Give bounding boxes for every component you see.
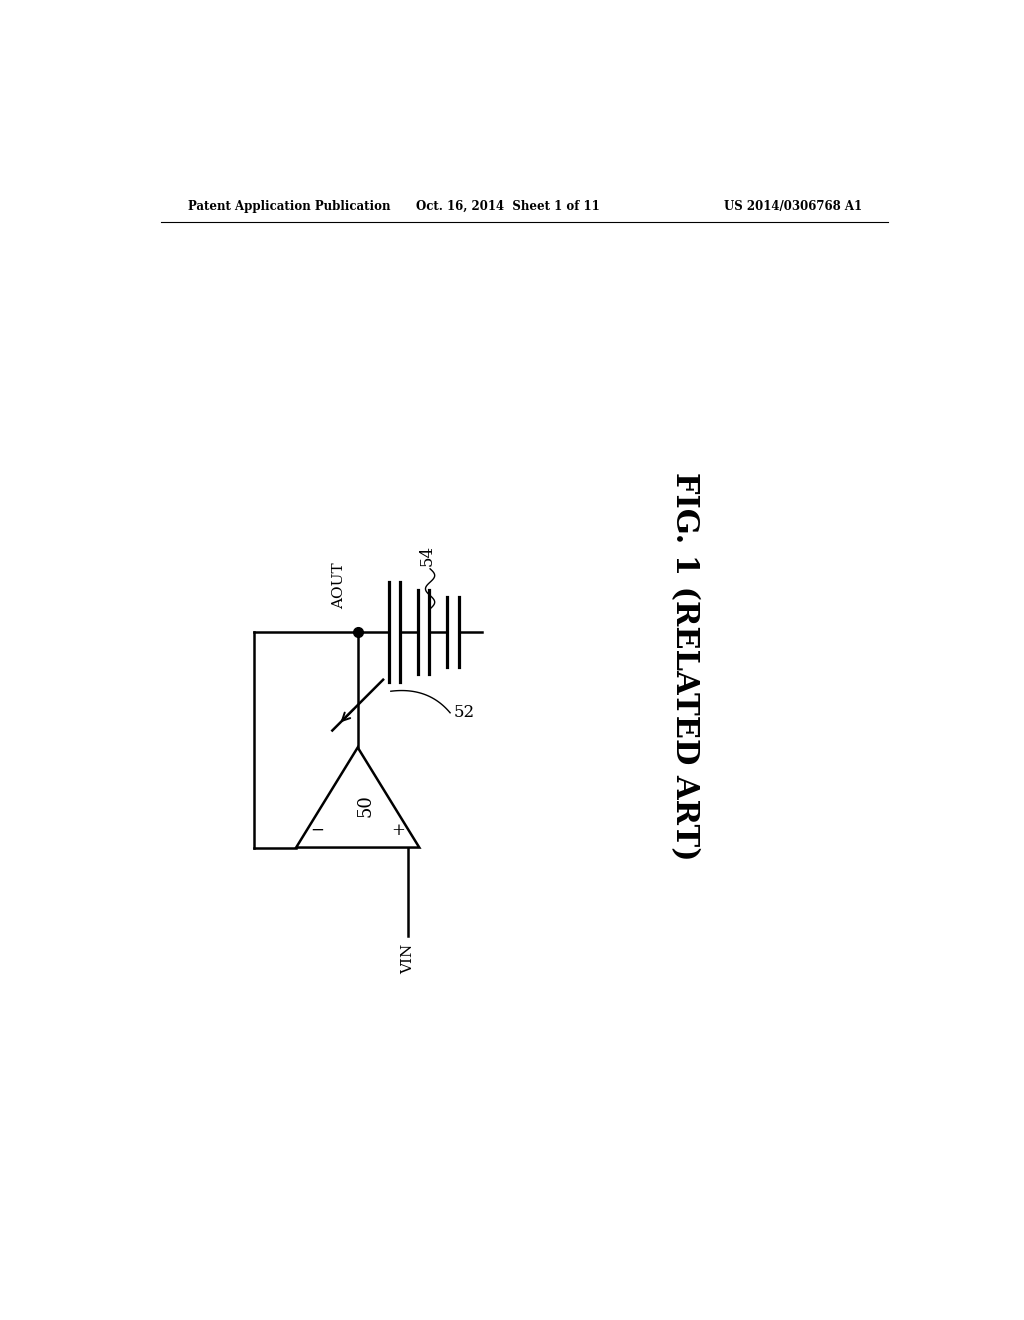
Text: −: − [310, 822, 325, 840]
Text: 50: 50 [356, 793, 375, 817]
Text: Patent Application Publication: Patent Application Publication [188, 199, 391, 213]
Text: FIG. 1 (RELATED ART): FIG. 1 (RELATED ART) [670, 473, 700, 861]
Text: 54: 54 [419, 544, 435, 565]
Text: VIN: VIN [400, 944, 415, 974]
Text: 52: 52 [454, 705, 475, 721]
Text: US 2014/0306768 A1: US 2014/0306768 A1 [724, 199, 862, 213]
Text: +: + [391, 822, 404, 840]
Text: AOUT: AOUT [332, 562, 346, 609]
Text: Oct. 16, 2014  Sheet 1 of 11: Oct. 16, 2014 Sheet 1 of 11 [416, 199, 600, 213]
